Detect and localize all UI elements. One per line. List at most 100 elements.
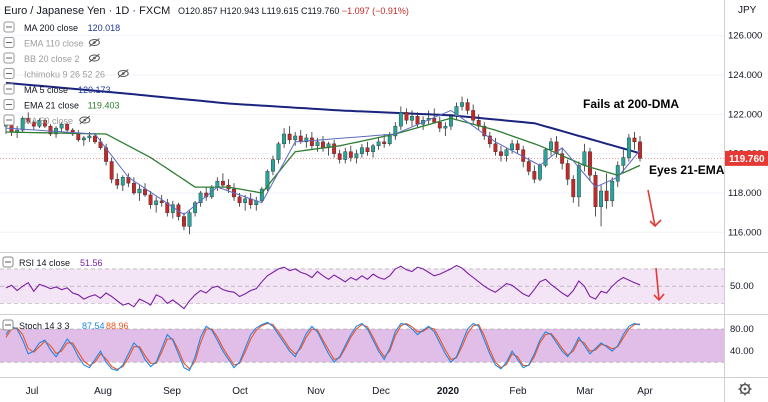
candle bbox=[293, 132, 298, 146]
ohlc-h: H120.943 bbox=[218, 6, 260, 16]
price-tick-label: 122.000 bbox=[728, 109, 762, 120]
stoch-pane[interactable] bbox=[0, 321, 724, 372]
legend-value: 120.018 bbox=[88, 23, 121, 33]
legend-row[interactable]: EMA 110 close bbox=[3, 37, 100, 49]
time-tick-label: Dec bbox=[372, 386, 390, 397]
candle bbox=[109, 157, 114, 184]
legend-row[interactable]: MA 50 close bbox=[3, 114, 91, 126]
candle bbox=[143, 183, 147, 197]
candle bbox=[37, 118, 42, 129]
candle bbox=[393, 122, 398, 140]
candle bbox=[471, 104, 476, 125]
time-tick-label: Aug bbox=[94, 386, 112, 397]
rsi-value: 51.56 bbox=[80, 258, 103, 268]
hidden-eye-icon[interactable] bbox=[117, 69, 129, 78]
candle bbox=[638, 135, 642, 162]
legend-row[interactable]: EMA 21 close 119.403 bbox=[3, 99, 120, 111]
candle bbox=[287, 126, 292, 144]
candle bbox=[610, 177, 615, 207]
legend-label: BB 20 close 2 bbox=[24, 54, 80, 64]
ma200-line bbox=[5, 81, 641, 155]
settings-gear-icon[interactable] bbox=[738, 382, 752, 396]
ohlc-l: L119.615 bbox=[259, 6, 298, 16]
candle bbox=[549, 137, 553, 156]
candle bbox=[537, 163, 542, 182]
rsi-pane[interactable] bbox=[0, 264, 724, 310]
legend-value: 119.403 bbox=[88, 101, 120, 111]
candle bbox=[588, 147, 592, 182]
ohlc-c: C119.760 bbox=[298, 6, 339, 16]
rsi-tick-label: 50.00 bbox=[730, 281, 754, 292]
time-axis[interactable]: Jul Aug Sep Oct Nov Dec 2020 Feb Mar Apr bbox=[26, 386, 654, 397]
candle bbox=[48, 124, 53, 136]
legend-label: MA 50 close bbox=[24, 116, 73, 126]
main-pane-bg bbox=[0, 0, 724, 252]
candle bbox=[487, 132, 492, 148]
time-tick-label: Jul bbox=[26, 386, 39, 397]
hidden-eye-icon[interactable] bbox=[88, 38, 100, 47]
rsi-path bbox=[5, 264, 641, 310]
header: Euro / Japanese Yen · 1D · FXCM O120.857… bbox=[4, 5, 757, 17]
candle bbox=[454, 102, 459, 121]
candle bbox=[493, 137, 498, 156]
currency-label[interactable]: JPY bbox=[738, 5, 757, 16]
candle bbox=[343, 147, 348, 164]
candle bbox=[599, 185, 603, 227]
candle bbox=[193, 200, 198, 217]
legend-row[interactable]: Ichimoku 9 26 52 26 bbox=[3, 68, 129, 80]
candle bbox=[526, 157, 531, 176]
price-tick-label: 116.000 bbox=[728, 227, 762, 238]
stoch-lines bbox=[5, 321, 641, 372]
ema21-line bbox=[5, 117, 641, 194]
stoch-band bbox=[0, 329, 724, 363]
candle bbox=[31, 120, 36, 131]
main-pane[interactable] bbox=[0, 0, 724, 252]
candle bbox=[621, 149, 626, 174]
candle bbox=[276, 141, 281, 164]
time-tick-label: Feb bbox=[509, 386, 527, 397]
legend-row[interactable]: MA 200 close 120.018 bbox=[3, 21, 121, 33]
candle bbox=[499, 145, 503, 162]
stoch-d-path bbox=[5, 322, 641, 371]
candle bbox=[593, 171, 598, 217]
candle bbox=[532, 165, 537, 184]
candle bbox=[348, 145, 353, 162]
candle bbox=[65, 122, 70, 133]
candle bbox=[115, 173, 120, 190]
hidden-eye-icon[interactable] bbox=[79, 115, 91, 125]
last-price-badge: 119.760 bbox=[725, 150, 768, 166]
stoch-tick-label: 40.00 bbox=[730, 346, 754, 357]
candle bbox=[504, 147, 509, 162]
candle bbox=[448, 114, 453, 131]
legend-value: 120.173 bbox=[78, 85, 111, 95]
candle bbox=[93, 134, 97, 144]
candle bbox=[360, 143, 364, 158]
stoch-d-value: 88.96 bbox=[106, 321, 129, 331]
candle bbox=[81, 135, 86, 146]
candle bbox=[604, 173, 609, 209]
last-price-badge-bg bbox=[725, 150, 768, 166]
stoch-k-value: 87.54 bbox=[82, 321, 105, 331]
candle bbox=[154, 196, 159, 213]
stoch-legend: Stoch 14 3 3 87.54 88.96 bbox=[2, 319, 129, 331]
candle bbox=[271, 155, 275, 176]
time-tick-label: Apr bbox=[637, 386, 653, 397]
candle bbox=[332, 139, 337, 158]
stoch-name: Stoch 14 3 3 bbox=[19, 321, 70, 331]
last-price-value: 119.760 bbox=[729, 154, 765, 165]
legend-label: Ichimoku 9 26 52 26 bbox=[24, 70, 105, 80]
candle bbox=[404, 108, 409, 125]
candle bbox=[571, 175, 576, 203]
candle bbox=[615, 161, 620, 188]
price-axis[interactable]: 116.000118.000120.000122.000124.000126.0… bbox=[728, 31, 762, 357]
legend-row[interactable]: BB 20 close 2 bbox=[3, 52, 100, 64]
candle bbox=[259, 187, 264, 203]
symbol-title[interactable]: Euro / Japanese Yen · 1D · FXCM bbox=[4, 5, 170, 17]
hidden-eye-icon[interactable] bbox=[88, 53, 100, 63]
rsi-name: RSI 14 close bbox=[19, 258, 70, 268]
legend-row[interactable]: MA 5 close 120.173 bbox=[3, 83, 111, 95]
price-tick-label: 118.000 bbox=[728, 188, 762, 199]
candle bbox=[220, 173, 225, 188]
rsi-line bbox=[5, 264, 641, 310]
